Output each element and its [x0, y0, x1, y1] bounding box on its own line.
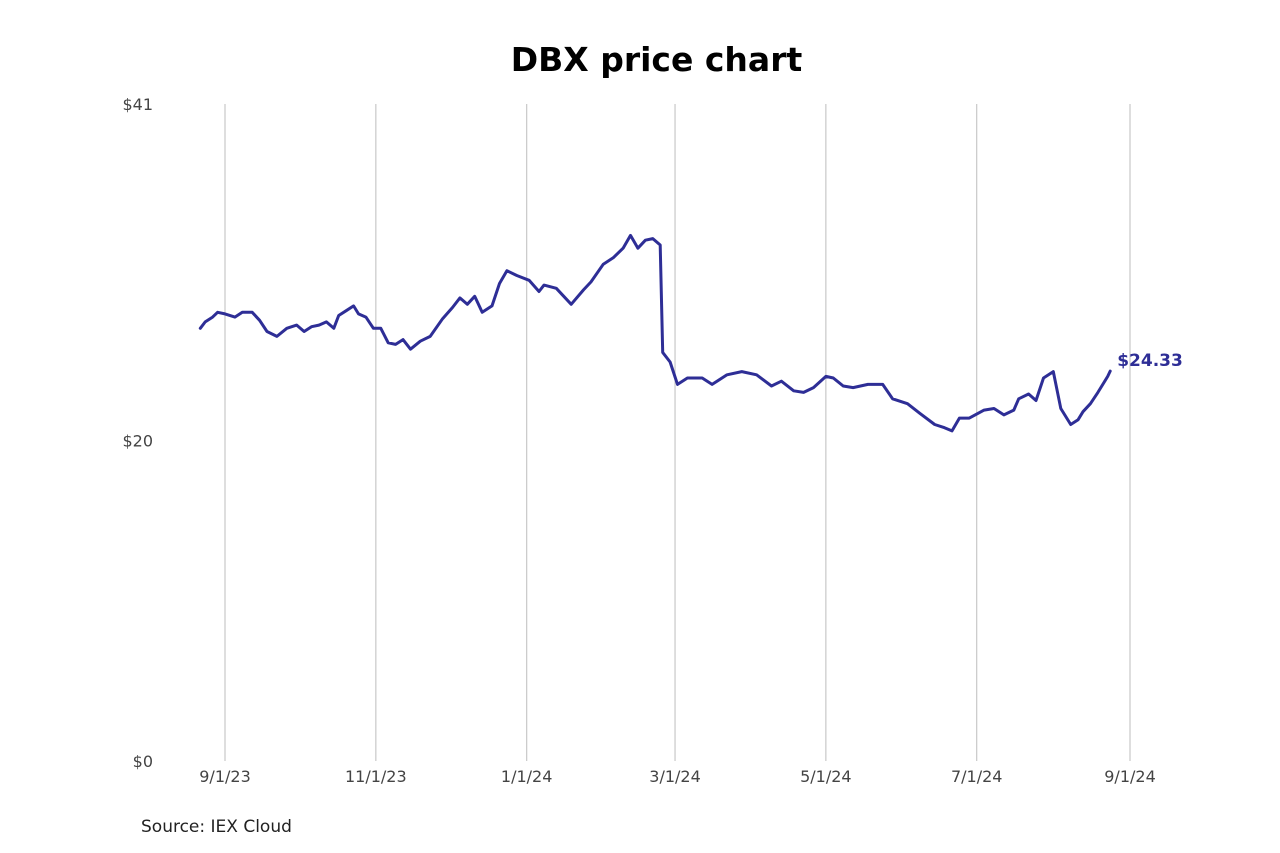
price-line: [198, 233, 1112, 433]
x-tick-label: 11/1/23: [345, 767, 407, 786]
series-layer: [198, 233, 1112, 433]
x-tick-label: 9/1/24: [1104, 767, 1156, 786]
y-tick-label: $20: [122, 432, 153, 451]
end-label-layer: $24.33: [1117, 351, 1183, 371]
x-tick-label: 1/1/24: [501, 767, 553, 786]
last-price-label: $24.33: [1117, 351, 1183, 371]
y-tick-label: $41: [122, 95, 153, 114]
x-axis-ticks: 9/1/23 11/1/23 1/1/24 3/1/24 5/1/24 7/1/24 9/1…: [199, 767, 1156, 786]
y-axis-ticks: $0 $20 $41: [122, 95, 153, 771]
x-tick-label: 7/1/24: [951, 767, 1003, 786]
y-tick-label: $0: [133, 752, 153, 771]
x-tick-label: 9/1/23: [199, 767, 251, 786]
x-tick-label: 5/1/24: [800, 767, 852, 786]
x-tick-label: 3/1/24: [649, 767, 701, 786]
source-note: Source: IEX Cloud: [141, 817, 292, 837]
chart-title: DBX price chart: [510, 40, 803, 79]
grid-lines: [224, 104, 1131, 761]
